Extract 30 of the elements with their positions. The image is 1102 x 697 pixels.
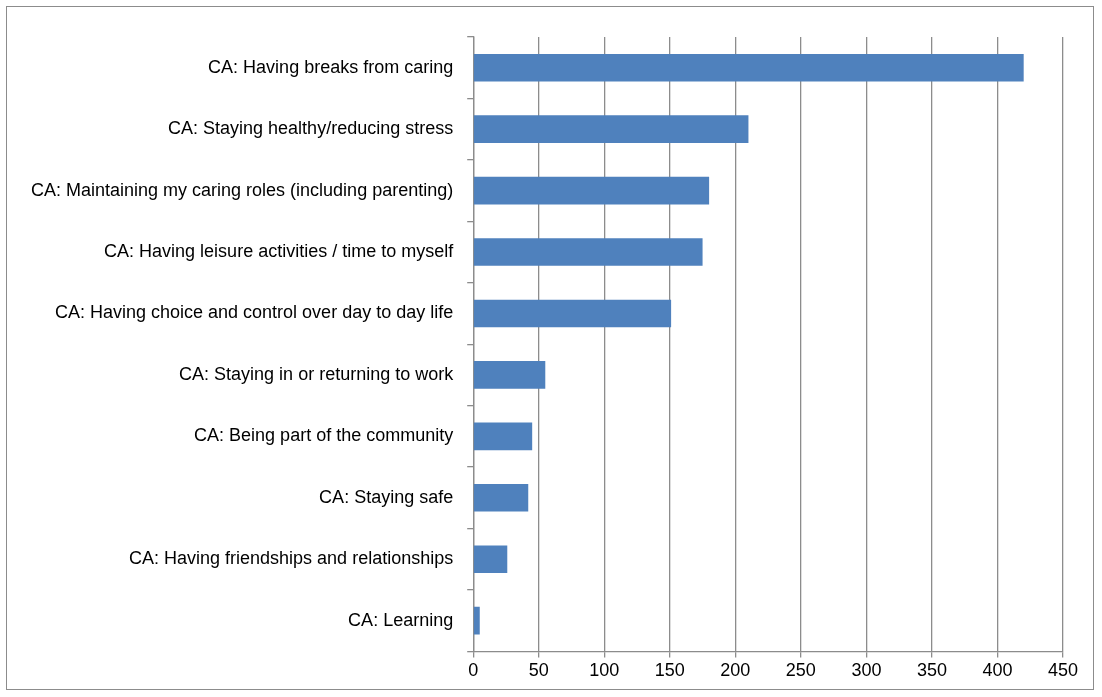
x-tick-label: 450 (1047, 660, 1079, 681)
bar (473, 115, 749, 143)
bar (473, 545, 508, 574)
y-tick-label: CA: Having choice and control over day to day life (54, 302, 454, 323)
bar (473, 53, 1024, 82)
bar (473, 361, 546, 389)
y-tick-label: CA: Maintaining my caring roles (including parenting) (31, 179, 454, 200)
bar (473, 299, 672, 328)
bar (473, 483, 529, 512)
y-tick-label: CA: Being part of the community (194, 425, 454, 446)
y-tick-label: CA: Staying healthy/reducing stress (168, 118, 454, 139)
y-tick-label: CA: Staying in or returning to work (179, 363, 455, 384)
x-tick-label: 50 (528, 660, 549, 681)
x-tick-label: 400 (982, 660, 1013, 681)
y-tick-label: CA: Having leisure activities / time to myself (104, 241, 455, 262)
bar (473, 606, 480, 635)
x-tick-label: 100 (589, 660, 620, 681)
x-tick-label: 250 (785, 660, 816, 681)
x-tick-label: 150 (654, 660, 685, 681)
y-tick-label: CA: Having breaks from caring (208, 56, 454, 77)
x-tick-label: 0 (468, 660, 479, 681)
x-tick-label: 350 (916, 660, 947, 681)
bar (473, 176, 710, 205)
y-tick-label: CA: Having friendships and relationships (129, 548, 454, 569)
x-tick-label: 200 (720, 660, 751, 681)
y-tick-label: CA: Learning (348, 609, 454, 630)
bar (473, 422, 533, 451)
x-tick-label: 300 (851, 660, 882, 681)
bar (473, 238, 703, 266)
y-tick-label: CA: Staying safe (319, 486, 454, 507)
